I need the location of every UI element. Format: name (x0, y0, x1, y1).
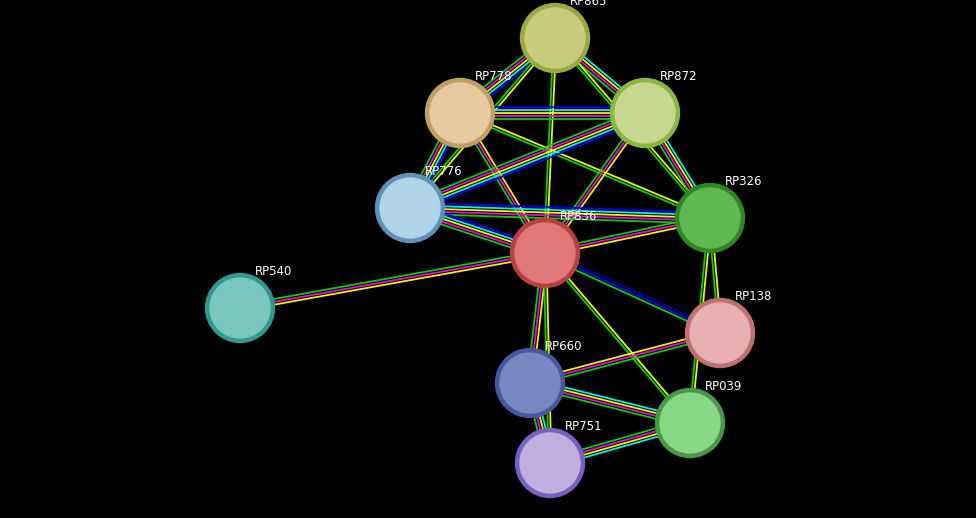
Circle shape (430, 83, 490, 143)
Circle shape (525, 8, 585, 68)
Text: RP865: RP865 (570, 0, 607, 8)
Text: RP872: RP872 (660, 70, 698, 83)
Text: RP326: RP326 (725, 175, 762, 188)
Circle shape (515, 223, 575, 283)
Circle shape (206, 274, 274, 342)
Circle shape (376, 174, 444, 242)
Circle shape (660, 393, 720, 453)
Circle shape (510, 219, 580, 287)
Text: RP138: RP138 (735, 290, 772, 303)
Text: RP039: RP039 (705, 380, 743, 393)
Text: RP540: RP540 (255, 265, 293, 278)
Circle shape (520, 433, 580, 493)
Circle shape (680, 188, 740, 248)
Circle shape (426, 79, 495, 148)
Text: RP836: RP836 (560, 210, 597, 223)
Circle shape (380, 178, 440, 238)
Circle shape (656, 388, 724, 457)
Text: RP751: RP751 (565, 420, 602, 433)
Circle shape (675, 183, 745, 252)
Circle shape (210, 278, 270, 338)
Text: RP776: RP776 (425, 165, 463, 178)
Circle shape (685, 298, 754, 367)
Circle shape (615, 83, 675, 143)
Circle shape (690, 303, 750, 363)
Circle shape (500, 353, 560, 413)
Circle shape (611, 79, 679, 148)
Circle shape (520, 4, 590, 73)
Text: RP660: RP660 (545, 340, 583, 353)
Text: RP778: RP778 (475, 70, 512, 83)
Circle shape (496, 349, 564, 418)
Circle shape (515, 428, 585, 497)
